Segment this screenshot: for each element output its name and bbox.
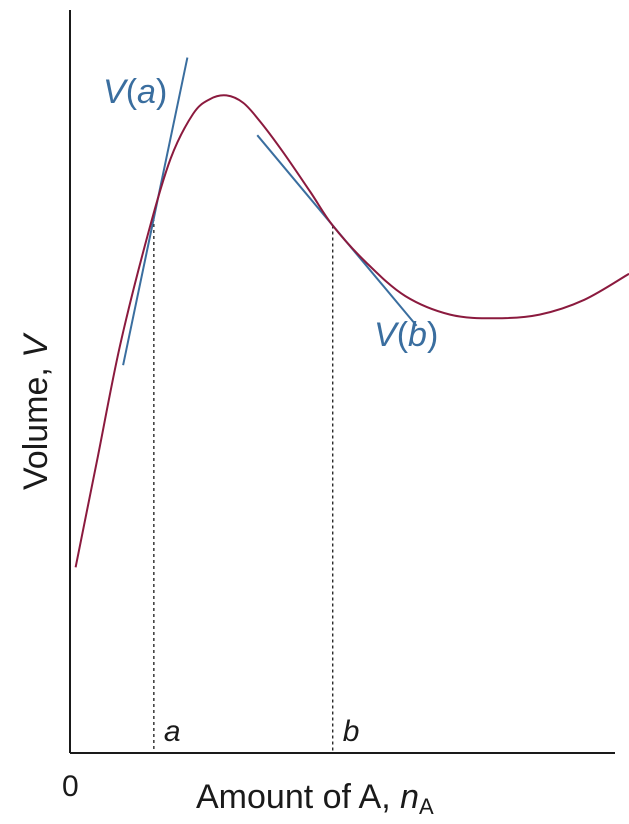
point-label-b: b bbox=[343, 715, 360, 748]
x-axis-title-text: Amount of A, bbox=[196, 778, 400, 816]
tangent-label-a: V(a) bbox=[103, 73, 167, 111]
tangent-label-a-main: V bbox=[103, 73, 129, 111]
tangent-label-a-arg: a bbox=[137, 73, 156, 111]
tangent-label-b-arg: b bbox=[408, 316, 427, 354]
tangent-label-b-main: V bbox=[374, 316, 400, 354]
y-axis-title: Volume, V bbox=[17, 332, 55, 490]
volume-curve bbox=[74, 94, 629, 568]
x-axis-title-subscript: A bbox=[419, 794, 434, 819]
tangent-label-a-open: ( bbox=[126, 73, 138, 111]
x-axis-title-var: n bbox=[400, 778, 419, 816]
x-origin-label: 0 bbox=[62, 770, 79, 803]
x-axis-title: Amount of A, nA bbox=[196, 778, 434, 819]
tangent-label-a-close: ) bbox=[156, 73, 167, 111]
tangent-label-b: V(b) bbox=[374, 316, 438, 354]
tangent-label-b-open: ( bbox=[397, 316, 409, 354]
y-axis-title-var: V bbox=[17, 332, 55, 358]
point-label-a: a bbox=[164, 715, 181, 748]
tangent-line-a bbox=[122, 57, 189, 366]
y-axis-title-text: Volume, bbox=[17, 358, 55, 490]
tangent-label-b-close: ) bbox=[427, 316, 438, 354]
